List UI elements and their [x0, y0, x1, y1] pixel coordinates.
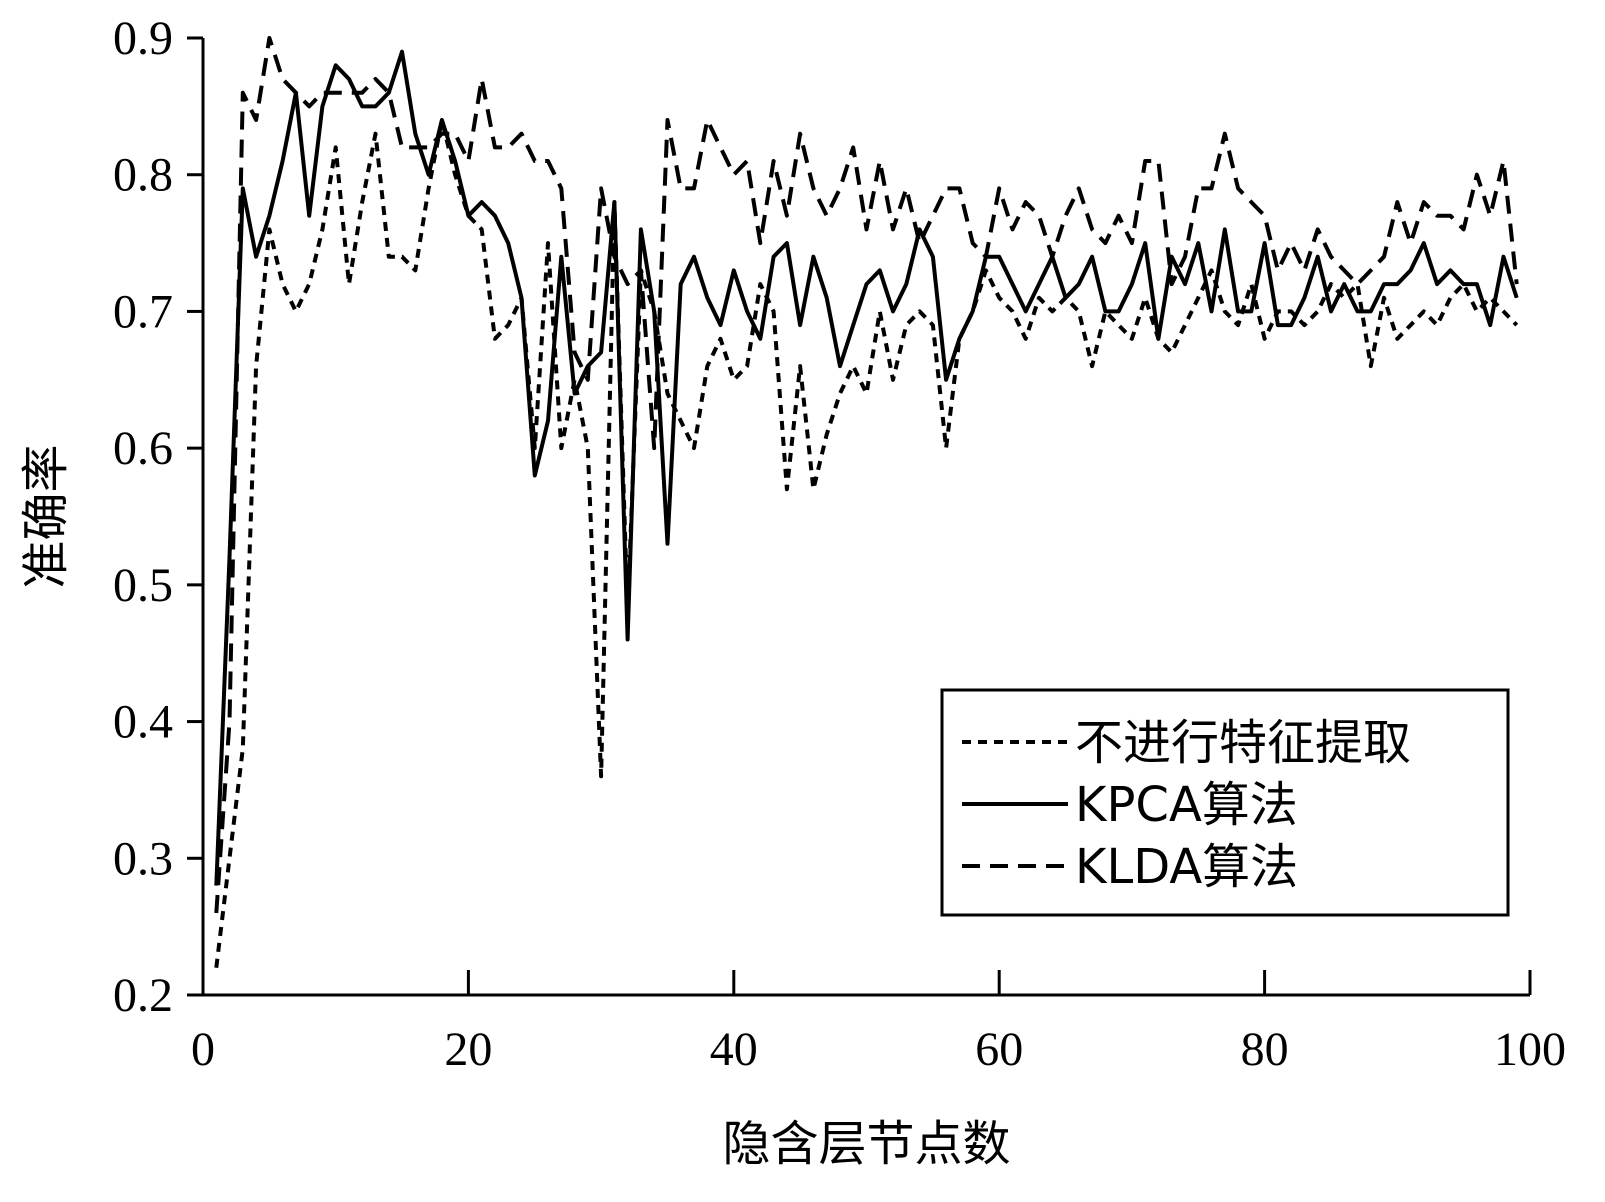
series-layer [214, 36, 1519, 968]
axes: 0.2 0.3 0.4 0.5 0.6 0.7 0.8 0.9 0 20 40 60 80 100 [113, 12, 1566, 1076]
legend-label-3: KLDA算法 [1075, 839, 1298, 895]
y-tick-label: 0.8 [113, 149, 173, 202]
series-line-3 [214, 36, 1519, 914]
x-tick-label: 40 [710, 1023, 758, 1076]
x-tick-label: 100 [1494, 1023, 1566, 1076]
x-tick-label: 80 [1241, 1023, 1289, 1076]
y-tick-label: 0.4 [113, 696, 173, 749]
x-tick-label: 60 [975, 1023, 1023, 1076]
y-tick-label: 0.5 [113, 559, 173, 612]
x-tick-label: 20 [444, 1023, 492, 1076]
legend-label-2: KPCA算法 [1075, 777, 1298, 833]
y-tick-label: 0.6 [113, 422, 173, 475]
y-tick-label: 0.2 [113, 969, 173, 1022]
y-tick-label: 0.9 [113, 12, 173, 65]
x-axis-title: 隐含层节点数 [722, 1116, 1010, 1172]
series-line-2 [214, 49, 1519, 886]
x-tick-label: 0 [191, 1023, 215, 1076]
y-axis-title: 准确率 [18, 444, 74, 588]
y-tick-label: 0.7 [113, 285, 173, 338]
legend-label-1: 不进行特征提取 [1075, 715, 1411, 771]
legend: 不进行特征提取 KPCA算法 KLDA算法 [940, 688, 1510, 917]
y-tick-label: 0.3 [113, 832, 173, 885]
